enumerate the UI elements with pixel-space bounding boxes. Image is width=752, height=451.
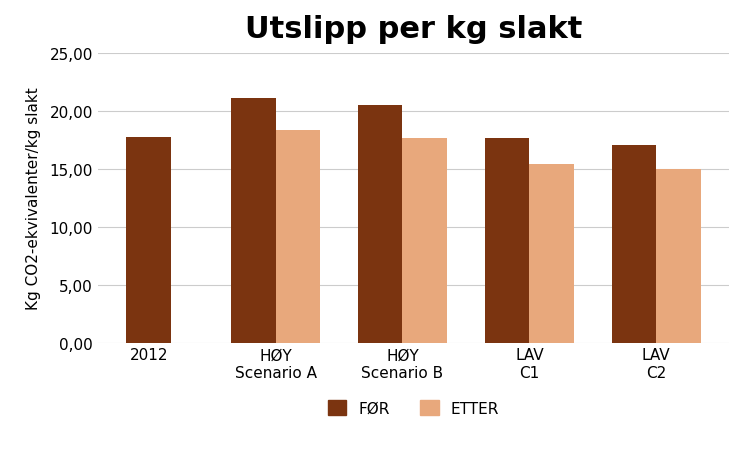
Bar bbox=[126, 137, 171, 343]
Bar bbox=[275, 130, 320, 343]
Bar bbox=[612, 145, 656, 343]
Y-axis label: Kg CO2-ekvivalenter/kg slakt: Kg CO2-ekvivalenter/kg slakt bbox=[26, 87, 41, 309]
Bar bbox=[358, 106, 402, 343]
Title: Utslipp per kg slakt: Utslipp per kg slakt bbox=[245, 14, 582, 43]
Bar bbox=[402, 138, 447, 343]
Bar bbox=[656, 170, 701, 343]
Bar bbox=[485, 138, 529, 343]
Bar bbox=[529, 165, 574, 343]
Bar bbox=[231, 99, 275, 343]
Legend: FØR, ETTER: FØR, ETTER bbox=[322, 394, 505, 422]
